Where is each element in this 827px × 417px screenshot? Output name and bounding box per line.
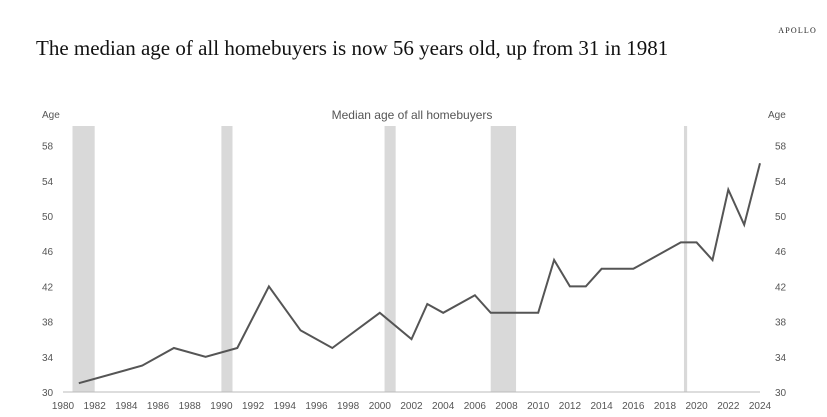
chart-title: Median age of all homebuyers (332, 108, 493, 122)
series-line-median-age (78, 162, 761, 385)
x-tick-label-1982: 1982 (84, 401, 107, 412)
y-tick-label-right-54: 54 (775, 177, 787, 188)
x-tick-label-2022: 2022 (717, 401, 740, 412)
x-tick-label-1984: 1984 (115, 401, 138, 412)
x-tick-label-2016: 2016 (622, 401, 645, 412)
y-tick-label-right-50: 50 (775, 212, 787, 223)
recession-band-3 (384, 126, 396, 392)
x-tick-label-1980: 1980 (52, 401, 75, 412)
x-tick-label-2024: 2024 (749, 401, 772, 412)
y-tick-label-left-58: 58 (42, 142, 54, 153)
x-tick-label-2006: 2006 (464, 401, 487, 412)
y-tick-label-right-42: 42 (775, 282, 787, 293)
x-tick-label-2012: 2012 (559, 401, 582, 412)
recession-band-5 (683, 126, 688, 392)
y-tick-label-left-38: 38 (42, 318, 54, 329)
x-tick-label-1998: 1998 (337, 401, 360, 412)
page-title: The median age of all homebuyers is now … (36, 36, 669, 60)
x-tick-label-1990: 1990 (210, 401, 233, 412)
y-tick-label-left-46: 46 (42, 247, 54, 258)
x-tick-label-2004: 2004 (432, 401, 455, 412)
y-tick-label-right-46: 46 (775, 247, 787, 258)
x-tick-label-2008: 2008 (495, 401, 518, 412)
x-tick-label-2010: 2010 (527, 401, 550, 412)
y-tick-label-right-38: 38 (775, 318, 787, 329)
x-tick-label-2000: 2000 (369, 401, 392, 412)
y-tick-label-left-34: 34 (42, 353, 54, 364)
y-tick-label-right-34: 34 (775, 353, 787, 364)
y-axis-label-left: Age (42, 110, 60, 121)
x-tick-label-1992: 1992 (242, 401, 265, 412)
y-tick-label-left-50: 50 (42, 212, 54, 223)
y-tick-label-left-54: 54 (42, 177, 54, 188)
x-tick-label-2018: 2018 (654, 401, 677, 412)
recession-band-4 (490, 126, 517, 392)
x-tick-label-1996: 1996 (305, 401, 328, 412)
y-tick-label-right-30: 30 (775, 388, 787, 399)
x-tick-label-2002: 2002 (400, 401, 423, 412)
y-tick-label-left-42: 42 (42, 282, 54, 293)
y-tick-label-left-30: 30 (42, 388, 54, 399)
x-tick-label-1994: 1994 (274, 401, 297, 412)
y-axis-label-right: Age (768, 110, 786, 121)
brand-logo: APOLLO (778, 26, 817, 35)
x-tick-label-1986: 1986 (147, 401, 170, 412)
x-tick-label-1988: 1988 (179, 401, 202, 412)
x-tick-label-2014: 2014 (590, 401, 613, 412)
x-tick-label-2020: 2020 (686, 401, 709, 412)
y-tick-label-right-58: 58 (775, 142, 787, 153)
recession-band-1 (72, 126, 95, 392)
recession-band-2 (221, 126, 233, 392)
